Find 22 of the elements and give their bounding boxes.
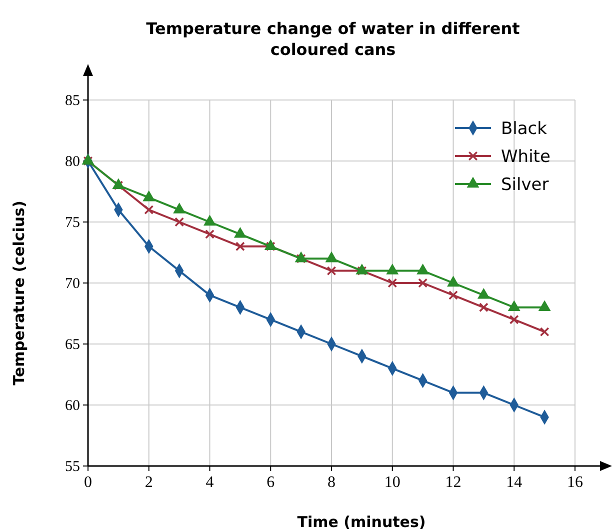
legend-label: White: [501, 147, 550, 167]
y-axis-title: Temperature (celcius): [10, 200, 28, 386]
x-tick-label: 0: [84, 474, 92, 491]
x-axis-title: Time (minutes): [297, 513, 426, 531]
x-tick-label: 2: [144, 474, 153, 491]
y-tick-label: 85: [65, 93, 80, 109]
x-tick-label: 6: [266, 474, 275, 491]
y-tick-label: 70: [65, 276, 80, 292]
y-tick-label: 55: [65, 459, 80, 475]
x-tick-label: 12: [445, 474, 462, 491]
legend-label: Black: [501, 119, 548, 139]
x-tick-label: 8: [328, 474, 336, 491]
y-tick-label: 60: [65, 398, 80, 414]
x-tick-label: 16: [567, 474, 583, 491]
x-tick-label: 4: [206, 474, 214, 491]
x-tick-label: 10: [384, 474, 400, 491]
chart-title: Temperature change of water in different coloured cans: [146, 19, 520, 59]
legend-label: Silver: [501, 175, 549, 195]
y-tick-label: 80: [65, 154, 80, 170]
x-tick-label: 14: [506, 474, 522, 491]
y-tick-label: 65: [65, 337, 80, 353]
y-tick-label: 75: [65, 215, 80, 231]
